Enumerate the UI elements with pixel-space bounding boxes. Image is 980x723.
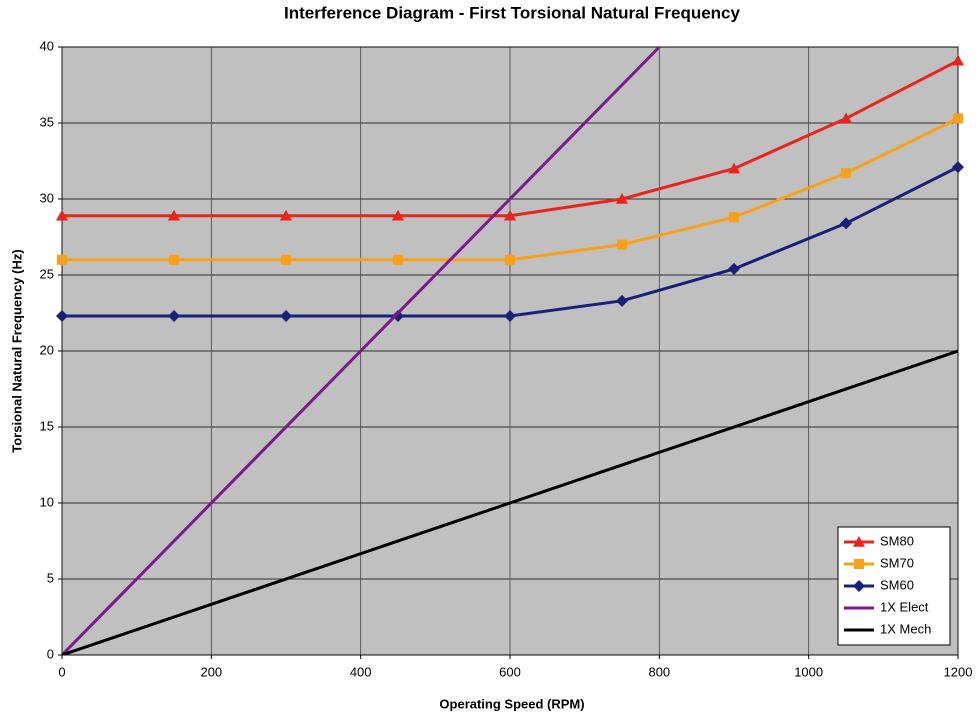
marker (728, 262, 740, 275)
marker (728, 162, 740, 174)
marker (392, 310, 404, 323)
marker (281, 254, 291, 265)
legend-label: SM80 (880, 533, 914, 548)
marker (616, 193, 628, 204)
x-tick-label: 600 (499, 664, 521, 679)
marker (952, 54, 964, 66)
marker (617, 239, 627, 250)
legend-label: 1X Elect (880, 599, 929, 614)
y-tick-label: 0 (47, 646, 54, 661)
marker (168, 310, 180, 323)
y-tick-label: 35 (40, 114, 54, 129)
marker (392, 209, 404, 221)
y-tick-label: 25 (40, 266, 54, 281)
y-tick-label: 5 (47, 570, 54, 585)
y-tick-label: 10 (40, 494, 54, 509)
marker (57, 254, 67, 265)
y-tick-label: 40 (40, 38, 54, 53)
x-tick-label: 400 (350, 664, 372, 679)
marker (853, 536, 865, 547)
marker (952, 161, 964, 174)
marker (393, 254, 403, 265)
legend-label: 1X Mech (880, 621, 931, 636)
series-line (62, 47, 661, 655)
x-tick-label: 200 (200, 664, 222, 679)
marker (168, 209, 180, 221)
marker (505, 254, 515, 265)
x-tick-label: 1200 (944, 664, 973, 679)
marker (953, 113, 963, 124)
chart-title: Interference Diagram - First Torsional N… (284, 3, 741, 22)
marker (729, 212, 739, 223)
y-tick-label: 30 (40, 190, 54, 205)
marker (841, 168, 851, 179)
x-tick-label: 1000 (794, 664, 823, 679)
marker (840, 112, 852, 124)
marker (280, 310, 292, 323)
marker (169, 254, 179, 265)
marker (504, 209, 516, 221)
marker (280, 209, 292, 221)
marker (854, 559, 864, 569)
marker (853, 580, 865, 592)
marker (840, 217, 852, 230)
y-axis-label: Torsional Natural Frequency (Hz) (9, 249, 24, 452)
marker (56, 310, 68, 323)
y-tick-label: 20 (40, 342, 54, 357)
x-tick-label: 0 (58, 664, 65, 679)
marker (504, 310, 516, 323)
x-tick-label: 800 (648, 664, 670, 679)
series-line (62, 349, 958, 655)
marker (616, 294, 628, 307)
legend-label: SM60 (880, 577, 914, 592)
marker (56, 209, 68, 221)
y-tick-label: 15 (40, 418, 54, 433)
legend-label: SM70 (880, 555, 914, 570)
x-axis-label: Operating Speed (RPM) (439, 696, 584, 711)
